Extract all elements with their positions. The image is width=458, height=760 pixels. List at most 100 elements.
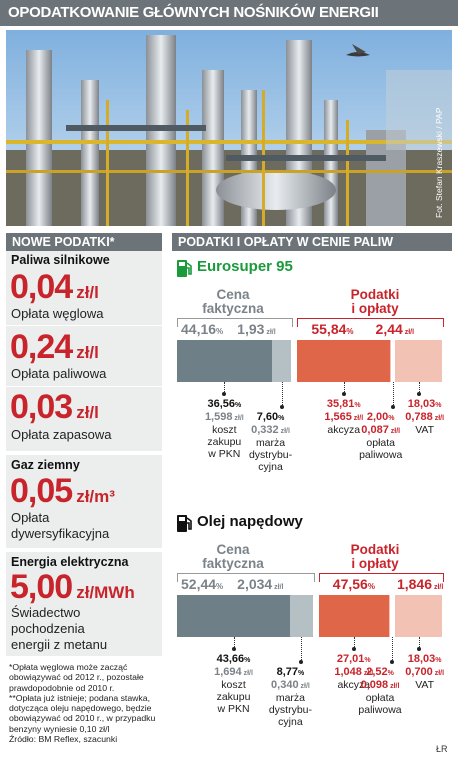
leader-dot: [299, 660, 304, 664]
leader-line: [281, 382, 283, 407]
segment-pct: 18,03%: [407, 653, 442, 665]
segment-pct: 2,00%: [366, 411, 395, 423]
segment-label-2: 35,81% 1,565 zł/l akcyza: [304, 398, 384, 436]
electric-label: Energia elektryczna: [11, 555, 129, 569]
footnote-line: obowiązywać od 2012 r., pozostałe: [9, 672, 144, 683]
segment-desc: koszt: [221, 679, 246, 691]
leader-dot: [416, 392, 421, 396]
segment-zl: 0,340 zł/l: [271, 678, 310, 691]
segment-desc: marża: [275, 692, 306, 704]
pct-sign: %: [367, 582, 375, 591]
tax-group-title: Podatki: [350, 542, 400, 557]
gas-box: [6, 455, 162, 548]
bar-segment-1: [290, 595, 313, 637]
bar-segment-2: [297, 340, 391, 382]
price-total-pct: 52,44: [181, 576, 217, 592]
bar-segment-0: [177, 595, 291, 637]
leader-dot: [231, 647, 236, 651]
coal-fee-unit: zł/l: [76, 283, 99, 302]
leader-line: [418, 382, 420, 394]
reserve-fee-number: 0,03: [10, 388, 73, 426]
fuel-pump-icon: [177, 512, 193, 532]
segment-pct: 18,03%: [407, 398, 442, 410]
tax-total-pct: 55,84: [311, 321, 347, 337]
fuel-taxes-header: PODATKI I OPŁATY W CENIE PALIW: [172, 233, 452, 251]
electric-desc-1: Świadectwo: [11, 605, 81, 620]
bar-segment-1: [271, 340, 292, 382]
gas-number: 0,05: [10, 472, 73, 510]
divider: [6, 386, 162, 387]
gas-desc-2: dywersyfikacyjna: [11, 526, 110, 541]
segment-pct: 36,56%: [207, 398, 242, 410]
segment-desc: akcyza: [337, 679, 371, 691]
segment-pct: 35,81%: [326, 398, 361, 410]
footnote-line: prawdopodobnie od 2010 r.: [9, 682, 115, 693]
reserve-fee-desc: Opłata zapasowa: [11, 427, 112, 442]
segment-zl: 0,332 zł/l: [251, 423, 290, 436]
refinery-photo: [6, 30, 452, 226]
segment-pct: 27,01%: [336, 653, 371, 665]
segment-desc: marża: [255, 437, 286, 449]
segment-zl: 1,565 zł/l: [324, 410, 364, 423]
price-total: 52,44% 2,034 zł/l: [181, 576, 284, 592]
footnote-line: obowiązywać od 2010 r., w przypadku: [9, 713, 156, 724]
gas-unit: zł/m³: [76, 487, 115, 506]
segment-desc: cyjna: [278, 716, 303, 728]
segment-label-1: 7,60% 0,332 zł/l marża dystrybu-cyjna: [231, 411, 311, 473]
segment-label-1: 8,77% 0,340 zł/l marża dystrybu-cyjna: [250, 666, 330, 728]
segment-label-3: 2,52% 0,098 zł/l opłata paliwowa: [340, 666, 420, 716]
fuel-name: Eurosuper 95: [197, 258, 293, 275]
leader-dot: [390, 660, 395, 664]
pct-sign: %: [216, 327, 224, 336]
price-total-zl: 2,034: [237, 576, 273, 592]
electric-value: 5,00 zł/MWh: [10, 568, 135, 607]
leader-line: [233, 637, 235, 649]
bar-segment-4: [395, 595, 442, 637]
page-title: OPODATKOWANIE GŁÓWNYCH NOŚNIKÓW ENERGII: [8, 4, 379, 21]
gas-label: Gaz ziemny: [11, 458, 80, 472]
segment-label-3: 2,00% 0,087 zł/l opłata paliwowa: [341, 411, 421, 461]
price-total-pct: 44,16: [181, 321, 217, 337]
tax-total: 47,56% 1,846 zł/l: [333, 576, 444, 592]
segment-zl: 0,087 zł/l: [361, 423, 401, 436]
segment-zl: 1,048 zł/l: [334, 665, 374, 678]
segment-zl: 0,098 zł/l: [360, 678, 400, 691]
segment-zl: 1,598 zł/l: [204, 410, 244, 423]
segment-pct: 7,60%: [256, 411, 285, 423]
fuel-name: Olej napędowy: [197, 513, 303, 530]
gas-value: 0,05 zł/m³: [10, 472, 115, 511]
zl-unit: zł/l: [272, 584, 284, 591]
leader-dot: [341, 392, 346, 396]
price-group-title: Cena: [216, 287, 250, 302]
segment-label-2: 27,01% 1,048 zł/l akcyza: [314, 653, 394, 691]
segment-label-0: 36,56% 1,598 zł/l koszt zakupu w PKN: [184, 398, 264, 460]
leader-dot: [390, 405, 395, 409]
footnote-line: dotycząca oleju napędowego, będzie: [9, 703, 152, 714]
tax-total-pct: 47,56: [332, 576, 368, 592]
bar-segment-3: [390, 340, 397, 382]
gas-desc-1: Opłata: [11, 510, 50, 525]
bar-segment-0: [177, 340, 272, 382]
segment-desc: cyjna: [258, 461, 283, 473]
electric-unit: zł/MWh: [76, 583, 135, 602]
leader-line: [392, 637, 394, 662]
segment-desc: zakupu: [216, 691, 251, 703]
new-taxes-header-text: NOWE PODATKI*: [12, 235, 115, 249]
segment-desc: VAT: [415, 679, 435, 691]
segment-zl: 0,788 zł/l: [405, 410, 445, 423]
segment-zl: 1,694 zł/l: [214, 665, 253, 678]
footnotes: *Opłata węglowa może zacząć obowiązywać …: [9, 662, 163, 744]
electric-desc-3: energii z metanu: [11, 637, 108, 652]
coal-fee-number: 0,04: [10, 268, 73, 306]
price-group-title: Cena: [216, 542, 250, 557]
leader-dot: [222, 392, 227, 396]
leader-line: [392, 382, 394, 407]
leader-line: [224, 382, 226, 394]
leader-dot: [351, 647, 356, 651]
author-initials: ŁR: [436, 744, 448, 754]
segment-label-0: 43,66% 1,694 zł/l koszt zakupu w PKN: [194, 653, 274, 715]
leader-line: [418, 637, 420, 649]
tax-group-title: Podatki: [350, 287, 400, 302]
segment-label-4: 18,03% 0,788 zł/l VAT: [385, 398, 458, 436]
